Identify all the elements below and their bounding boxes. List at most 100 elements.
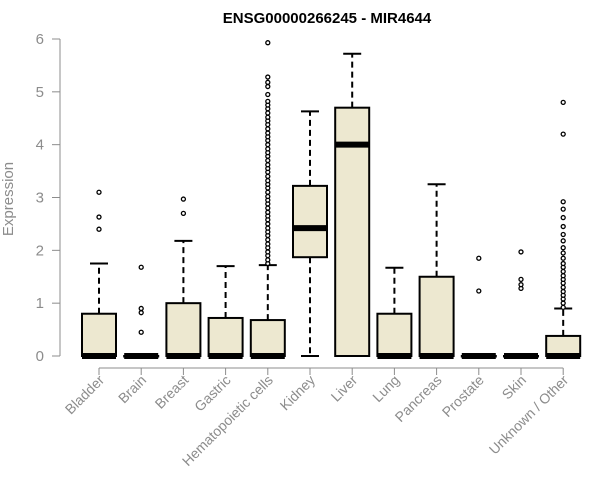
box-kidney	[292, 110, 328, 357]
box-iqr	[376, 312, 413, 358]
box-prostate	[460, 255, 497, 359]
outlier-point	[560, 255, 566, 261]
outlier-point	[96, 189, 102, 195]
box-series	[81, 40, 582, 359]
outlier-point	[560, 214, 566, 221]
outlier-point	[138, 329, 144, 335]
x-tick-label: Skin	[499, 372, 530, 403]
box-iqr	[81, 312, 117, 358]
outlier-point	[265, 221, 271, 227]
outlier-point	[265, 209, 271, 215]
box-gastric	[207, 265, 244, 359]
y-axis-label: Expression	[0, 162, 17, 236]
x-tick-label: Kidney	[277, 372, 319, 414]
box-skin	[503, 249, 539, 359]
outlier-point	[560, 206, 566, 212]
outlier-point	[265, 146, 271, 152]
box-iqr	[165, 302, 202, 357]
outlier-point	[518, 282, 524, 288]
outlier-point	[180, 196, 187, 202]
box-iqr	[207, 316, 244, 357]
box-iqr	[418, 275, 455, 357]
outlier-point	[560, 131, 566, 137]
y-tick-label: 4	[36, 137, 44, 154]
x-tick-label: Breast	[152, 372, 192, 412]
outlier-point	[96, 226, 102, 232]
outlier-point	[180, 210, 187, 217]
outlier-point	[560, 273, 566, 279]
x-tick-label: Pancreas	[392, 372, 445, 425]
outlier-point	[265, 157, 271, 164]
outlier-point	[265, 241, 271, 247]
box-iqr	[334, 106, 371, 357]
box-iqr	[249, 319, 286, 357]
outlier-point	[560, 284, 566, 290]
outlier-point	[560, 300, 566, 306]
outlier-point	[265, 40, 271, 46]
outlier-point	[265, 162, 271, 168]
outlier-point	[265, 142, 271, 148]
outlier-point	[265, 110, 271, 116]
box-bladder	[81, 189, 117, 359]
outlier-point	[265, 91, 271, 98]
outlier-point	[265, 225, 271, 231]
outlier-point	[476, 288, 482, 294]
y-tick-label: 1	[36, 295, 44, 312]
x-tick-label: Lung	[369, 372, 402, 405]
x-tick-label: Brain	[115, 372, 149, 406]
y-tick-label: 2	[36, 242, 44, 259]
outlier-point	[138, 305, 144, 312]
outlier-point	[518, 249, 524, 255]
outlier-point	[138, 310, 144, 316]
outlier-point	[560, 238, 566, 244]
outlier-point	[560, 245, 566, 251]
outlier-point	[265, 205, 271, 211]
outlier-point	[560, 250, 566, 256]
outlier-point	[560, 268, 566, 275]
y-tick-label: 3	[36, 190, 44, 207]
x-tick-label: Liver	[328, 372, 361, 405]
outlier-point	[265, 177, 271, 184]
outlier-point	[265, 126, 271, 132]
box-iqr	[545, 334, 582, 358]
outlier-point	[560, 231, 566, 238]
outlier-point	[265, 114, 271, 120]
outlier-point	[560, 199, 566, 205]
outlier-point	[265, 79, 271, 85]
outlier-point	[265, 257, 271, 263]
outlier-point	[560, 223, 566, 230]
box-brain	[123, 264, 160, 359]
outlier-point	[560, 260, 566, 267]
box-liver	[334, 52, 371, 357]
box-iqr	[292, 184, 328, 259]
outlier-point	[96, 214, 102, 220]
y-tick-label: 0	[36, 348, 44, 365]
outlier-point	[518, 276, 524, 283]
x-tick-label: Bladder	[62, 372, 108, 418]
outlier-point	[560, 304, 566, 311]
box-lung	[376, 266, 413, 359]
outlier-point	[265, 249, 271, 255]
y-tick-label: 5	[36, 84, 44, 101]
outlier-point	[265, 173, 271, 180]
y-axis: 0 1 2 3 4 5 6	[36, 31, 61, 365]
outlier-point	[560, 288, 566, 295]
outlier-point	[560, 99, 566, 106]
chart-title: ENSG00000266245 - MIR4644	[223, 10, 432, 27]
outlier-point	[265, 83, 271, 90]
outlier-point	[476, 255, 482, 261]
outlier-point	[265, 74, 271, 80]
outlier-point	[138, 264, 144, 270]
box-pancreas	[418, 183, 455, 359]
y-tick-label: 6	[36, 31, 44, 48]
x-tick-label: Prostate	[439, 372, 487, 420]
outlier-point	[265, 193, 271, 200]
outlier-point	[265, 98, 271, 104]
outlier-point	[265, 189, 271, 195]
box-unknown-other	[545, 99, 582, 359]
x-tick-label: Unknown / Other	[486, 372, 572, 458]
box-breast	[165, 196, 202, 359]
outlier-point	[265, 237, 271, 243]
